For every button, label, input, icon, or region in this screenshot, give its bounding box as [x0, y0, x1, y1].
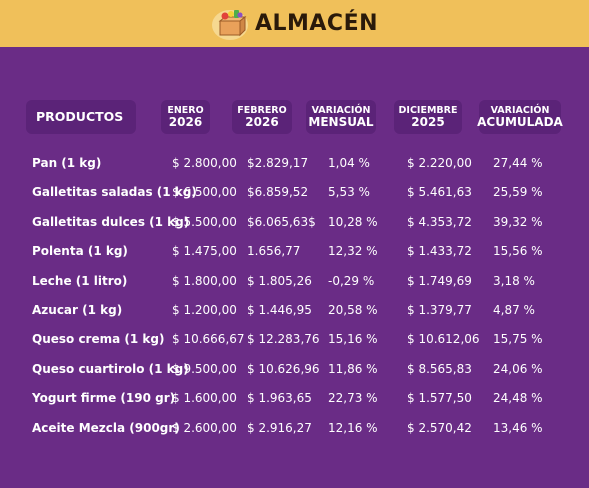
variacion-acumulada-value: 24,48 % [493, 391, 543, 406]
table-body: Pan (1 kg) $ 2.800,00 $2.829,17 1,04 % $ 2.2… [26, 150, 566, 444]
febrero-2026-value: $ 1.805,26 [247, 273, 312, 288]
grocery-box-icon [211, 7, 249, 41]
diciembre-2025-value: $ 5.461,63 [407, 185, 472, 200]
diciembre-2025-value: $ 1.749,69 [407, 273, 472, 288]
column-header-variacion-mensual: VARIACIÓN MENSUAL [306, 100, 376, 134]
table-row: Queso crema (1 kg) $ 10.666,67 $ 12.283,76… [26, 326, 566, 355]
variacion-mensual-value: 11,86 % [328, 361, 378, 376]
variacion-mensual-value: 5,53 % [328, 185, 370, 200]
variacion-acumulada-value: 4,87 % [493, 302, 535, 317]
table-row: Queso cuartirolo (1 kg) $ 9.500,00 $ 10.62… [26, 356, 566, 385]
header-content: ALMACÉN [0, 0, 589, 47]
enero-2026-value: $ 10.666,67 [172, 332, 245, 347]
product-name: Galletitas saladas (1 kg) [32, 185, 197, 200]
variacion-mensual-value: 20,58 % [328, 302, 378, 317]
variacion-acumulada-value: 25,59 % [493, 185, 543, 200]
diciembre-2025-value: $ 10.612,06 [407, 332, 480, 347]
febrero-2026-value: $6.065,63$ [247, 214, 316, 229]
header-bar: ALMACÉN [0, 0, 589, 47]
enero-2026-value: $ 2.800,00 [172, 156, 237, 170]
variacion-acumulada-value: 39,32 % [493, 214, 543, 229]
variacion-acumulada-value: 27,44 % [493, 156, 543, 170]
febrero-2026-value: $2.829,17 [247, 156, 309, 170]
febrero-2026-value: $ 10.626,96 [247, 361, 320, 376]
variacion-mensual-value: 12,16 % [328, 420, 378, 435]
table-row: Azucar (1 kg) $ 1.200,00 $ 1.446,95 20,58 %… [26, 297, 566, 326]
variacion-mensual-value: 10,28 % [328, 214, 378, 229]
product-name: Queso cuartirolo (1 kg) [32, 361, 189, 376]
variacion-acumulada-value: 15,56 % [493, 244, 543, 259]
column-header-variacion-acumulada: VARIACIÓN ACUMULADA [477, 100, 563, 134]
variacion-mensual-value: 1,04 % [328, 156, 370, 170]
diciembre-2025-value: $ 8.565,83 [407, 361, 472, 376]
table-row: Polenta (1 kg) $ 1.475,00 1.656,77 12,32 % $… [26, 238, 566, 267]
table-row: Aceite Mezcla (900gr) $ 2.600,00 $ 2.916,2… [26, 415, 566, 444]
product-name: Pan (1 kg) [32, 156, 102, 170]
febrero-2026-value: $6.859,52 [247, 185, 309, 200]
diciembre-2025-value: $ 1.379,77 [407, 302, 472, 317]
febrero-2026-value: 1.656,77 [247, 244, 301, 259]
table-row: Pan (1 kg) $ 2.800,00 $2.829,17 1,04 % $ 2.2… [26, 150, 566, 179]
product-name: Azucar (1 kg) [32, 302, 123, 317]
table-row: Galletitas saladas (1 kg) $ 6.500,00 $6.85… [26, 179, 566, 208]
enero-2026-value: $ 1.200,00 [172, 302, 237, 317]
diciembre-2025-value: $ 4.353,72 [407, 214, 472, 229]
table-header: PRODUCTOS ENERO 2026 FEBRERO 2026 VARIAC… [26, 98, 566, 138]
enero-2026-value: $ 2.600,00 [172, 420, 237, 435]
column-header-diciembre-2025: DICIEMBRE 2025 [394, 100, 462, 134]
variacion-acumulada-value: 3,18 % [493, 273, 535, 288]
variacion-mensual-value: 12,32 % [328, 244, 378, 259]
febrero-2026-value: $ 1.446,95 [247, 302, 312, 317]
diciembre-2025-value: $ 2.220,00 [407, 156, 472, 170]
price-table: PRODUCTOS ENERO 2026 FEBRERO 2026 VARIAC… [26, 98, 566, 435]
diciembre-2025-value: $ 1.433,72 [407, 244, 472, 259]
column-header-enero-2026: ENERO 2026 [161, 100, 210, 134]
diciembre-2025-value: $ 1.577,50 [407, 391, 472, 406]
enero-2026-value: $ 6.500,00 [172, 185, 237, 200]
variacion-mensual-value: 22,73 % [328, 391, 378, 406]
variacion-mensual-value: 15,16 % [328, 332, 378, 347]
table-row: Galletitas dulces (1 kg) $ 5.500,00 $6.065… [26, 209, 566, 238]
enero-2026-value: $ 5.500,00 [172, 214, 237, 229]
enero-2026-value: $ 1.475,00 [172, 244, 237, 259]
enero-2026-value: $ 1.800,00 [172, 273, 237, 288]
febrero-2026-value: $ 1.963,65 [247, 391, 312, 406]
product-name: Aceite Mezcla (900gr) [32, 420, 180, 435]
column-header-productos: PRODUCTOS [26, 100, 136, 134]
variacion-mensual-value: -0,29 % [328, 273, 375, 288]
product-name: Polenta (1 kg) [32, 244, 128, 259]
enero-2026-value: $ 9.500,00 [172, 361, 237, 376]
page-title: ALMACÉN [254, 11, 379, 36]
product-name: Leche (1 litro) [32, 273, 128, 288]
diciembre-2025-value: $ 2.570,42 [407, 420, 472, 435]
variacion-acumulada-value: 24,06 % [493, 361, 543, 376]
product-name: Queso crema (1 kg) [32, 332, 165, 347]
febrero-2026-value: $ 2.916,27 [247, 420, 312, 435]
variacion-acumulada-value: 15,75 % [493, 332, 543, 347]
variacion-acumulada-value: 13,46 % [493, 420, 543, 435]
febrero-2026-value: $ 12.283,76 [247, 332, 320, 347]
product-name: Galletitas dulces (1 kg) [32, 214, 190, 229]
column-header-febrero-2026: FEBRERO 2026 [232, 100, 292, 134]
table-row: Leche (1 litro) $ 1.800,00 $ 1.805,26 -0,29… [26, 268, 566, 297]
product-name: Yogurt firme (190 gr) [32, 391, 176, 406]
enero-2026-value: $ 1.600,00 [172, 391, 237, 406]
table-row: Yogurt firme (190 gr) $ 1.600,00 $ 1.963,6… [26, 385, 566, 414]
